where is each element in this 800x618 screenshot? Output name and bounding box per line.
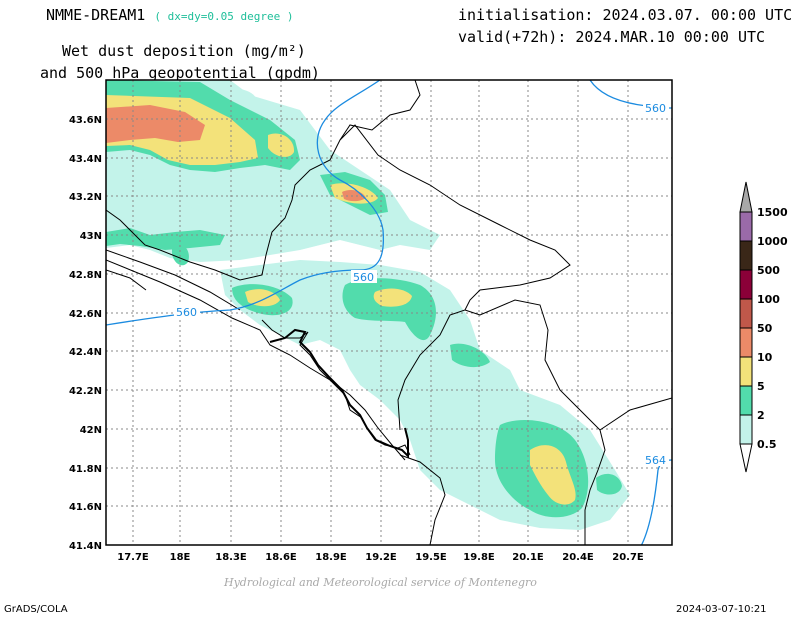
- parameter-title-line2: and 500 hPa geopotential (gpdm): [40, 64, 320, 82]
- legend-label: 10: [757, 351, 773, 364]
- lat-label: 42N: [80, 425, 102, 436]
- legend-label: 50: [757, 322, 773, 335]
- color-legend: 1500 1000 500 100 50 10 5 2 0.5: [739, 181, 788, 473]
- legend-swatch-10: [739, 327, 753, 358]
- contour-labels: 560 560 560 564: [174, 101, 669, 467]
- lat-label: 43.2N: [69, 192, 102, 203]
- footer-timestamp: 2024-03-07-10:21: [676, 604, 767, 615]
- lon-label: 17.7E: [117, 552, 149, 563]
- legend-label: 100: [757, 293, 780, 306]
- lat-label: 41.4N: [69, 541, 102, 552]
- lat-label: 41.6N: [69, 502, 102, 513]
- legend-label: 500: [757, 264, 780, 277]
- lat-label: 41.8N: [69, 464, 102, 475]
- lat-label: 42.2N: [69, 386, 102, 397]
- contour-label: 560: [353, 271, 374, 284]
- lon-label: 18.9E: [315, 552, 347, 563]
- lat-label: 42.4N: [69, 347, 102, 358]
- legend-label: 0.5: [757, 438, 777, 451]
- legend-label: 1000: [757, 235, 788, 248]
- legend-swatch-1000: [739, 211, 753, 242]
- lon-label: 18.6E: [265, 552, 297, 563]
- model-title: NMME-DREAM1 ( dx=dy=0.05 degree ): [46, 6, 293, 24]
- legend-swatch-100: [739, 269, 753, 300]
- lon-label: 20.7E: [612, 552, 644, 563]
- legend-label: 1500: [757, 206, 788, 219]
- legend-swatch-0-5: [739, 414, 753, 445]
- legend-swatch-2: [739, 385, 753, 416]
- dust-shading: [106, 80, 630, 530]
- contour-label: 560: [645, 102, 666, 115]
- latitude-axis: 43.6N 43.4N 43.2N 43N 42.8N 42.6N 42.4N …: [69, 115, 102, 552]
- valid-time: valid(+72h): 2024.MAR.10 00:00 UTC: [458, 28, 766, 46]
- lon-label: 20.4E: [562, 552, 594, 563]
- lon-label: 19.5E: [415, 552, 447, 563]
- legend-swatch-50: [739, 298, 753, 329]
- lon-label: 18.3E: [215, 552, 247, 563]
- lat-label: 43.6N: [69, 115, 102, 126]
- legend-label: 5: [757, 380, 765, 393]
- parameter-title-line1: Wet dust deposition (mg/m²): [62, 42, 306, 60]
- lat-label: 43.4N: [69, 154, 102, 165]
- resolution-label: ( dx=dy=0.05 degree ): [154, 10, 294, 23]
- legend-swatch-5: [739, 356, 753, 387]
- legend-label: 2: [757, 409, 765, 422]
- legend-swatch-500: [739, 240, 753, 271]
- lon-label: 18E: [170, 552, 191, 563]
- graticule: [106, 80, 672, 545]
- lon-label: 19.8E: [463, 552, 495, 563]
- initialisation-time: initialisation: 2024.03.07. 00:00 UTC: [458, 6, 793, 24]
- credit-text: Hydrological and Meteorological service …: [224, 576, 537, 589]
- coastline: [269, 328, 409, 459]
- legend-swatch-1500: [739, 181, 753, 213]
- footer-software: GrADS/COLA: [4, 604, 68, 615]
- contour-label: 560: [176, 306, 197, 319]
- longitude-axis: 17.7E 18E 18.3E 18.6E 18.9E 19.2E 19.5E …: [117, 552, 644, 563]
- map-frame: [105, 79, 673, 546]
- lon-label: 20.1E: [512, 552, 544, 563]
- lat-label: 42.8N: [69, 270, 102, 281]
- lat-label: 43N: [80, 231, 102, 242]
- contour-label: 564: [645, 454, 666, 467]
- legend-lower-triangle: [739, 443, 753, 473]
- lat-label: 42.6N: [69, 309, 102, 320]
- model-name: NMME-DREAM1: [46, 6, 146, 24]
- lon-label: 19.2E: [365, 552, 397, 563]
